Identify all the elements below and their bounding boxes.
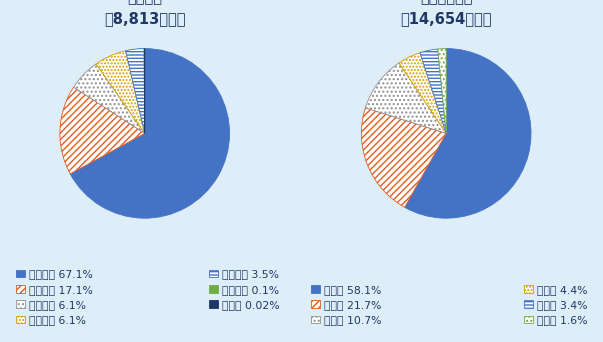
Wedge shape [405, 49, 531, 218]
Wedge shape [74, 64, 145, 133]
Wedge shape [399, 53, 446, 133]
Title: 活ウナギ
（8,813トン）: 活ウナギ （8,813トン） [104, 0, 186, 26]
Legend: 成田空港 67.1%, 関西空港 17.1%, 福岡空港 6.1%, 羽田空港 6.1%, 中部空港 3.5%, 那覇空港 0.1%, その他 0.02%: 成田空港 67.1%, 関西空港 17.1%, 福岡空港 6.1%, 羽田空港 … [11, 265, 284, 330]
Wedge shape [365, 63, 446, 133]
Legend: 東京港 58.1%, 大阪港 21.7%, 川崎港 10.7%, 博多港 4.4%, 神戸港 3.4%, その他 1.6%: 東京港 58.1%, 大阪港 21.7%, 川崎港 10.7%, 博多港 4.4… [307, 280, 592, 330]
Wedge shape [96, 51, 145, 133]
Wedge shape [144, 49, 145, 133]
Title: ウナギ調製品
（14,654トン）: ウナギ調製品 （14,654トン） [400, 0, 492, 26]
Wedge shape [438, 49, 446, 133]
Wedge shape [420, 49, 446, 133]
Wedge shape [125, 49, 145, 133]
Wedge shape [70, 49, 230, 218]
Wedge shape [60, 87, 145, 174]
Wedge shape [361, 108, 446, 207]
